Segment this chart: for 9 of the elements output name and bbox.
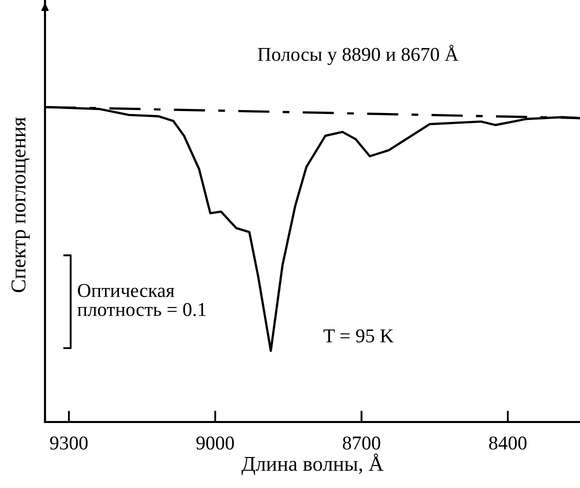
x-axis-title: Длина волны, Å <box>242 454 384 476</box>
y-axis-title: Спектр поглощения <box>12 117 30 292</box>
annotation: Оптическая плотность = 0.1 <box>77 284 206 316</box>
annotation: T = 95 K <box>324 329 394 342</box>
x-tick-label: 9000 <box>196 436 234 450</box>
chart-title: Полосы у 8890 и 8670 Å <box>258 44 459 65</box>
x-tick-label: 8700 <box>342 436 380 450</box>
x-tick-label: 9300 <box>50 436 88 450</box>
x-tick-label: 8400 <box>489 436 527 450</box>
